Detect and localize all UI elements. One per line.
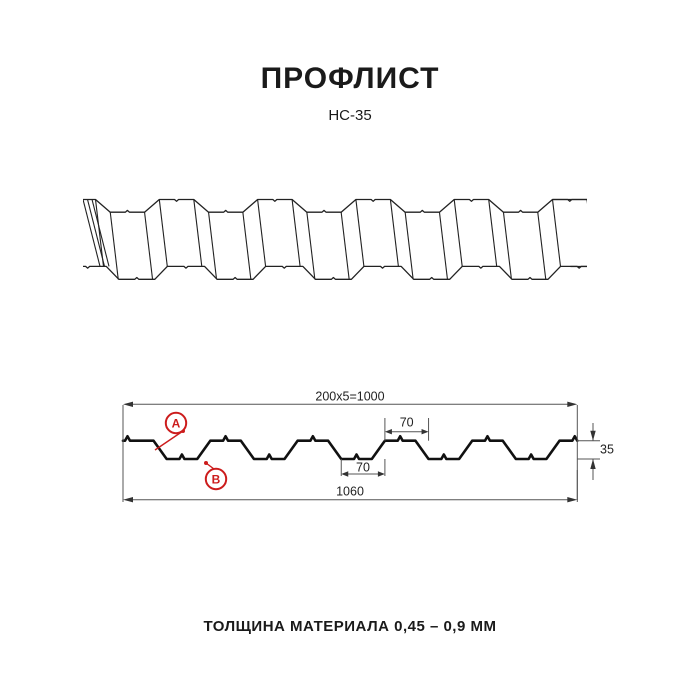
svg-text:A: A (172, 417, 181, 431)
svg-text:70: 70 (356, 461, 370, 475)
svg-text:B: B (212, 473, 221, 487)
svg-text:70: 70 (400, 416, 414, 430)
svg-text:200x5=1000: 200x5=1000 (315, 390, 384, 404)
svg-text:1060: 1060 (336, 485, 364, 499)
svg-text:35: 35 (600, 443, 614, 457)
